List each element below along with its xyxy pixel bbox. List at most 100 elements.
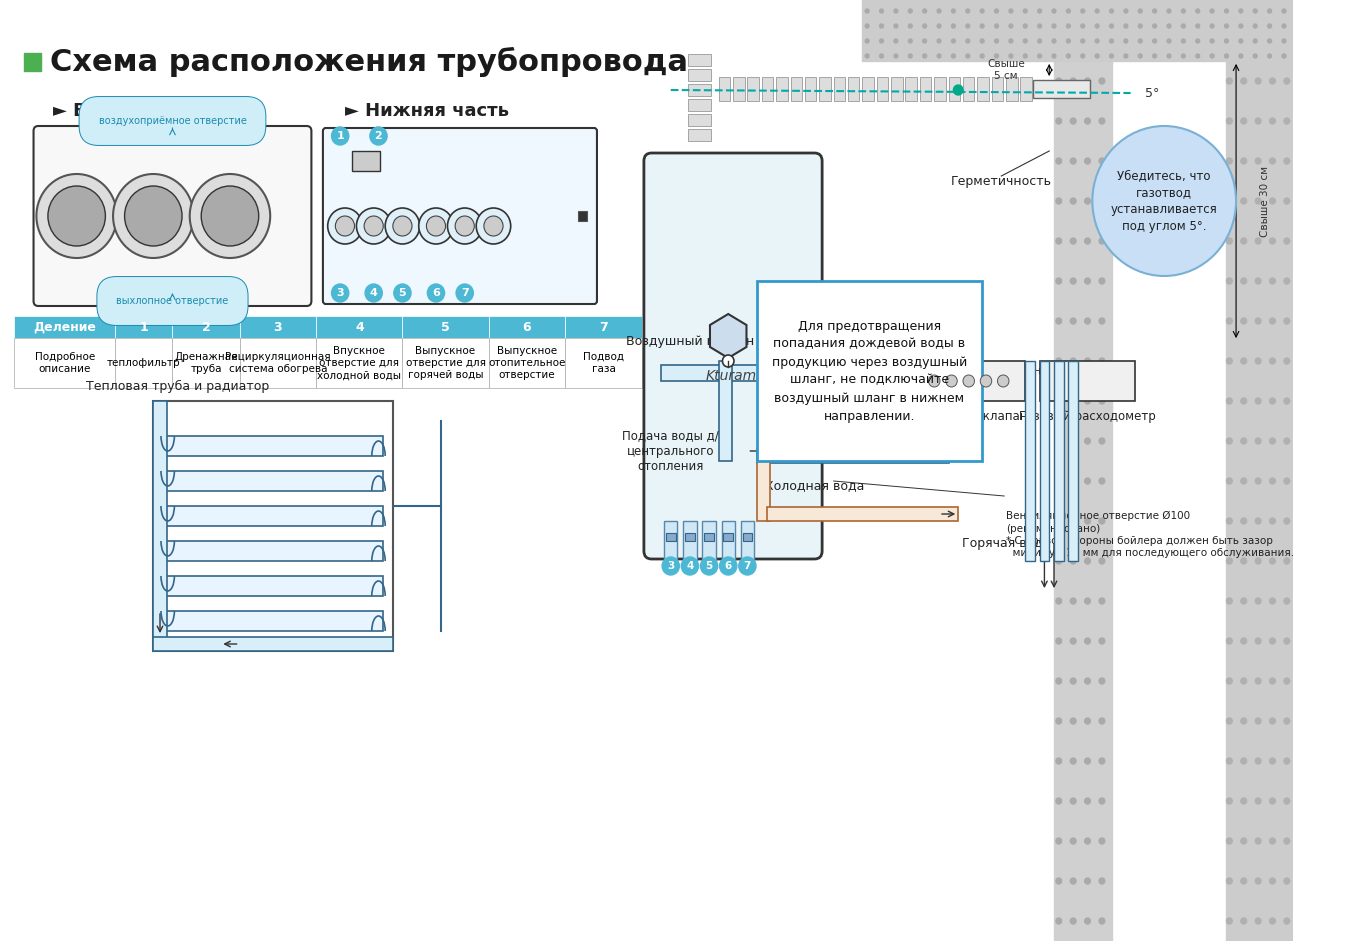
Circle shape — [1269, 198, 1275, 204]
Circle shape — [1225, 39, 1229, 43]
Circle shape — [1226, 558, 1232, 564]
Circle shape — [951, 9, 955, 13]
Circle shape — [1226, 238, 1232, 244]
Circle shape — [1241, 158, 1246, 164]
Circle shape — [1226, 358, 1232, 364]
Circle shape — [1255, 278, 1261, 284]
Circle shape — [1226, 278, 1232, 284]
Circle shape — [1099, 118, 1105, 124]
Circle shape — [1056, 518, 1062, 524]
Bar — [877, 77, 888, 101]
Circle shape — [1085, 638, 1090, 644]
Text: 5: 5 — [398, 288, 406, 298]
Circle shape — [1167, 54, 1171, 58]
Circle shape — [1226, 478, 1232, 484]
Circle shape — [1225, 24, 1229, 28]
Circle shape — [1056, 798, 1062, 804]
Bar — [849, 77, 859, 101]
Circle shape — [966, 9, 970, 13]
Circle shape — [1085, 278, 1090, 284]
Bar — [1040, 361, 1050, 561]
Circle shape — [36, 174, 117, 258]
Circle shape — [723, 355, 734, 367]
Circle shape — [1255, 0, 1261, 4]
Text: 6: 6 — [724, 561, 733, 571]
Bar — [488, 316, 565, 338]
Circle shape — [1269, 798, 1275, 804]
Circle shape — [908, 39, 912, 43]
Circle shape — [1226, 318, 1232, 324]
Circle shape — [476, 208, 511, 244]
Circle shape — [1241, 358, 1246, 364]
Circle shape — [1226, 158, 1232, 164]
Circle shape — [1241, 558, 1246, 564]
Text: 7: 7 — [461, 288, 468, 298]
Circle shape — [1093, 126, 1236, 276]
Circle shape — [1284, 838, 1290, 844]
Circle shape — [1009, 39, 1013, 43]
Bar — [661, 365, 901, 381]
Circle shape — [1195, 39, 1199, 43]
Circle shape — [1284, 478, 1290, 484]
Circle shape — [1099, 158, 1105, 164]
Text: 2: 2 — [201, 321, 210, 333]
Circle shape — [1241, 278, 1246, 284]
Bar — [978, 77, 989, 101]
Circle shape — [1056, 878, 1062, 884]
Circle shape — [1284, 638, 1290, 644]
Circle shape — [1099, 358, 1105, 364]
Circle shape — [1095, 24, 1099, 28]
Circle shape — [994, 9, 998, 13]
Circle shape — [1099, 78, 1105, 84]
Circle shape — [1241, 118, 1246, 124]
Circle shape — [1037, 9, 1041, 13]
Circle shape — [1085, 798, 1090, 804]
Circle shape — [1255, 118, 1261, 124]
Circle shape — [1269, 598, 1275, 604]
Circle shape — [1210, 24, 1214, 28]
Bar — [24, 53, 42, 71]
Bar — [316, 316, 402, 338]
Circle shape — [1226, 198, 1232, 204]
Circle shape — [1099, 918, 1105, 924]
Text: Схема расположения трубопровода: Схема расположения трубопровода — [50, 47, 688, 77]
Circle shape — [1269, 838, 1275, 844]
Circle shape — [426, 216, 445, 236]
Circle shape — [1167, 39, 1171, 43]
Circle shape — [880, 24, 884, 28]
Circle shape — [1269, 358, 1275, 364]
Circle shape — [1070, 78, 1077, 84]
Bar — [115, 316, 173, 338]
Circle shape — [1241, 678, 1246, 684]
Text: Деление: Деление — [34, 321, 96, 333]
Circle shape — [865, 39, 869, 43]
Circle shape — [1099, 238, 1105, 244]
Circle shape — [1052, 9, 1056, 13]
Bar — [240, 316, 316, 338]
Circle shape — [370, 127, 387, 145]
Circle shape — [1070, 918, 1077, 924]
Circle shape — [1139, 54, 1143, 58]
Text: 3: 3 — [668, 561, 674, 571]
Bar — [163, 436, 383, 456]
Circle shape — [1110, 24, 1113, 28]
Circle shape — [1056, 78, 1062, 84]
Circle shape — [1284, 518, 1290, 524]
Circle shape — [1226, 798, 1232, 804]
Circle shape — [1241, 838, 1246, 844]
Circle shape — [1182, 9, 1186, 13]
Text: Горячая вода: Горячая вода — [962, 537, 1051, 550]
Bar — [154, 637, 393, 651]
Circle shape — [201, 186, 259, 246]
Bar — [402, 338, 488, 388]
Circle shape — [1056, 318, 1062, 324]
Bar — [688, 114, 711, 126]
Text: Воздушный клапан: Воздушный клапан — [626, 334, 754, 347]
Circle shape — [1255, 238, 1261, 244]
Circle shape — [1085, 918, 1090, 924]
Circle shape — [1024, 39, 1027, 43]
Circle shape — [1253, 54, 1257, 58]
Circle shape — [1124, 54, 1128, 58]
Circle shape — [1284, 758, 1290, 764]
Bar — [154, 401, 167, 651]
